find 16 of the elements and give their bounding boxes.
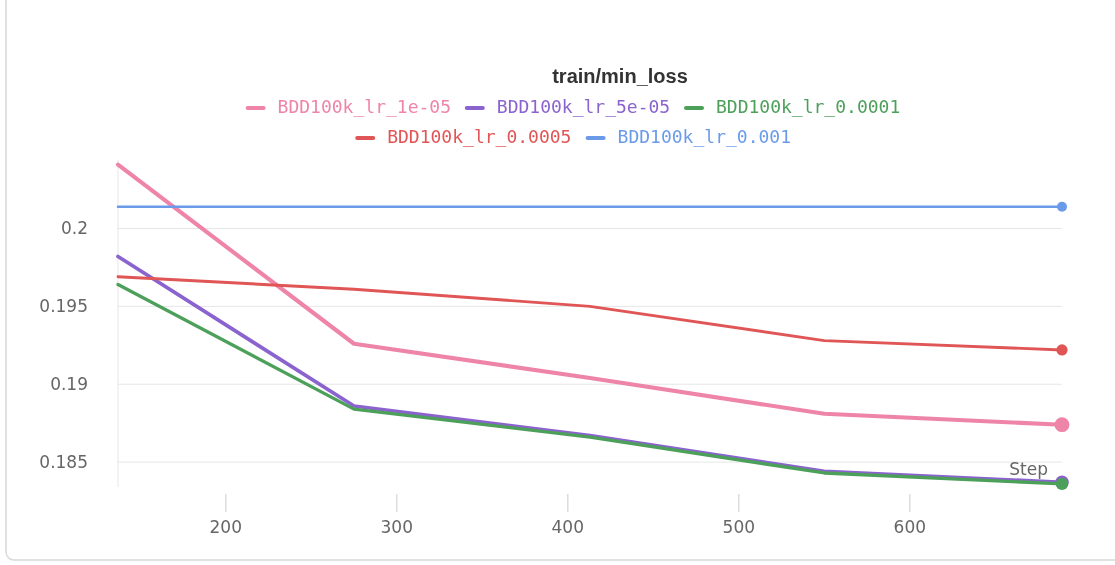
legend-label: BDD100k_lr_5e-05 (496, 96, 671, 117)
x-tick-label: 200 (209, 517, 242, 537)
x-tick-label: 500 (722, 517, 756, 537)
legend-label: BDD100k_lr_0.001 (617, 126, 791, 147)
legend-label: BDD100k_lr_0.0001 (716, 96, 901, 117)
y-tick-label: 0.195 (39, 296, 88, 317)
x-tick-label: 400 (551, 517, 584, 537)
y-tick-label: 0.2 (60, 218, 88, 239)
x-axis-title: Step (1009, 459, 1048, 479)
y-tick-label: 0.185 (39, 452, 88, 473)
legend-label: BDD100k_lr_1e-05 (277, 96, 451, 117)
chart-title: train/min_loss (552, 65, 688, 87)
x-tick-label: 600 (893, 517, 927, 537)
x-tick-label: 300 (380, 517, 413, 537)
y-tick-label: 0.19 (50, 374, 88, 395)
legend-label: BDD100k_lr_0.0005 (387, 126, 572, 147)
